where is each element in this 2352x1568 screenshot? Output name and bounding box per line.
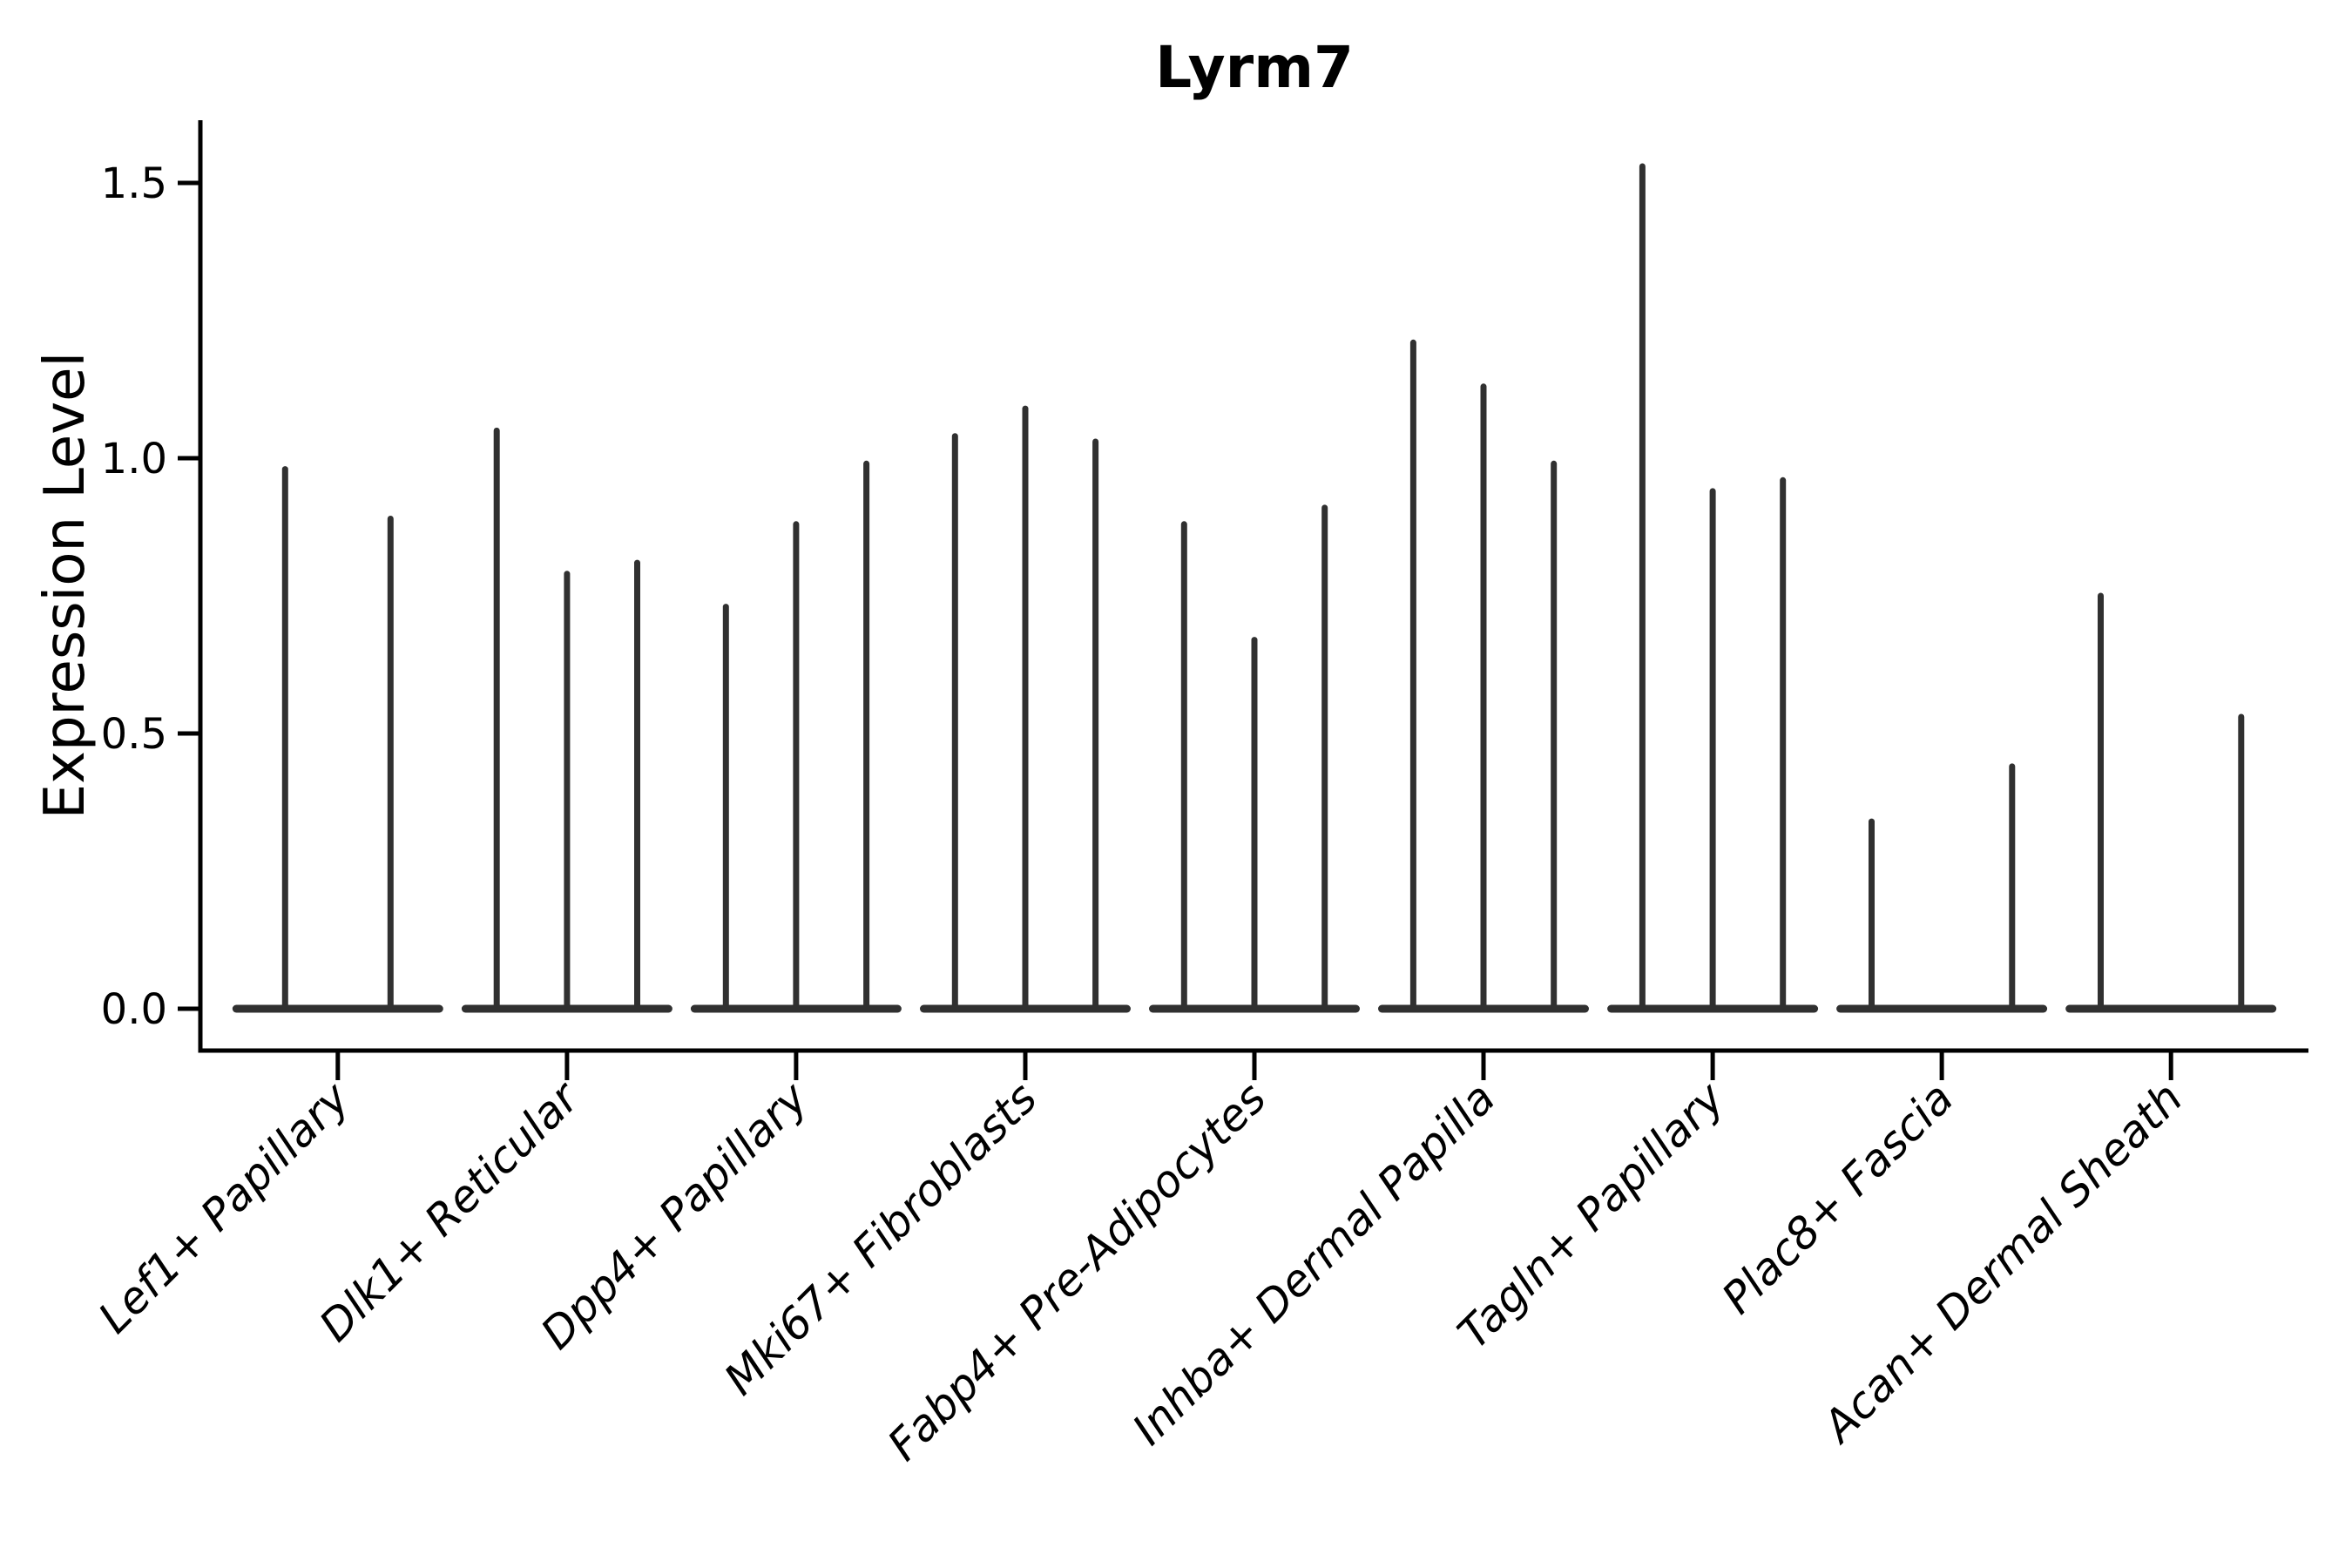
y-tick-label: 1.0 xyxy=(101,435,167,483)
y-tick-label: 1.5 xyxy=(101,159,167,208)
violin-base xyxy=(1836,1004,2048,1013)
violin-group xyxy=(1149,504,1360,1013)
y-axis-ticks: 0.0 0.5 1.0 1.5 xyxy=(101,159,199,1034)
violin-group xyxy=(690,460,902,1013)
violin-group xyxy=(2065,592,2277,1013)
violin-group xyxy=(1836,763,2048,1013)
y-axis-label: Expression Level xyxy=(33,352,98,820)
violin-group xyxy=(920,405,1131,1013)
violin-group xyxy=(232,466,443,1013)
x-tick-label: Acan+ Dermal Sheath xyxy=(1812,1072,2193,1453)
violin-base xyxy=(232,1004,443,1013)
violin-group xyxy=(461,427,672,1013)
violin-base xyxy=(2065,1004,2277,1013)
x-tick-label: Inhba+ Dermal Papilla xyxy=(1123,1072,1504,1454)
axis-spines xyxy=(198,120,2308,1053)
x-tick-label: Fabp4+ Pre-Adipocytes xyxy=(878,1072,1276,1470)
violin-group xyxy=(1607,163,1819,1013)
x-tick-label: Plac8+ Fascia xyxy=(1713,1072,1963,1323)
violin-group xyxy=(1378,339,1589,1013)
violin-layer xyxy=(232,163,2277,1013)
chart-title: Lyrm7 xyxy=(1155,34,1354,101)
x-tick-label: Lef1+ Papillary xyxy=(89,1071,360,1342)
y-tick-label: 0.0 xyxy=(101,985,167,1034)
y-tick-label: 0.5 xyxy=(101,710,167,759)
